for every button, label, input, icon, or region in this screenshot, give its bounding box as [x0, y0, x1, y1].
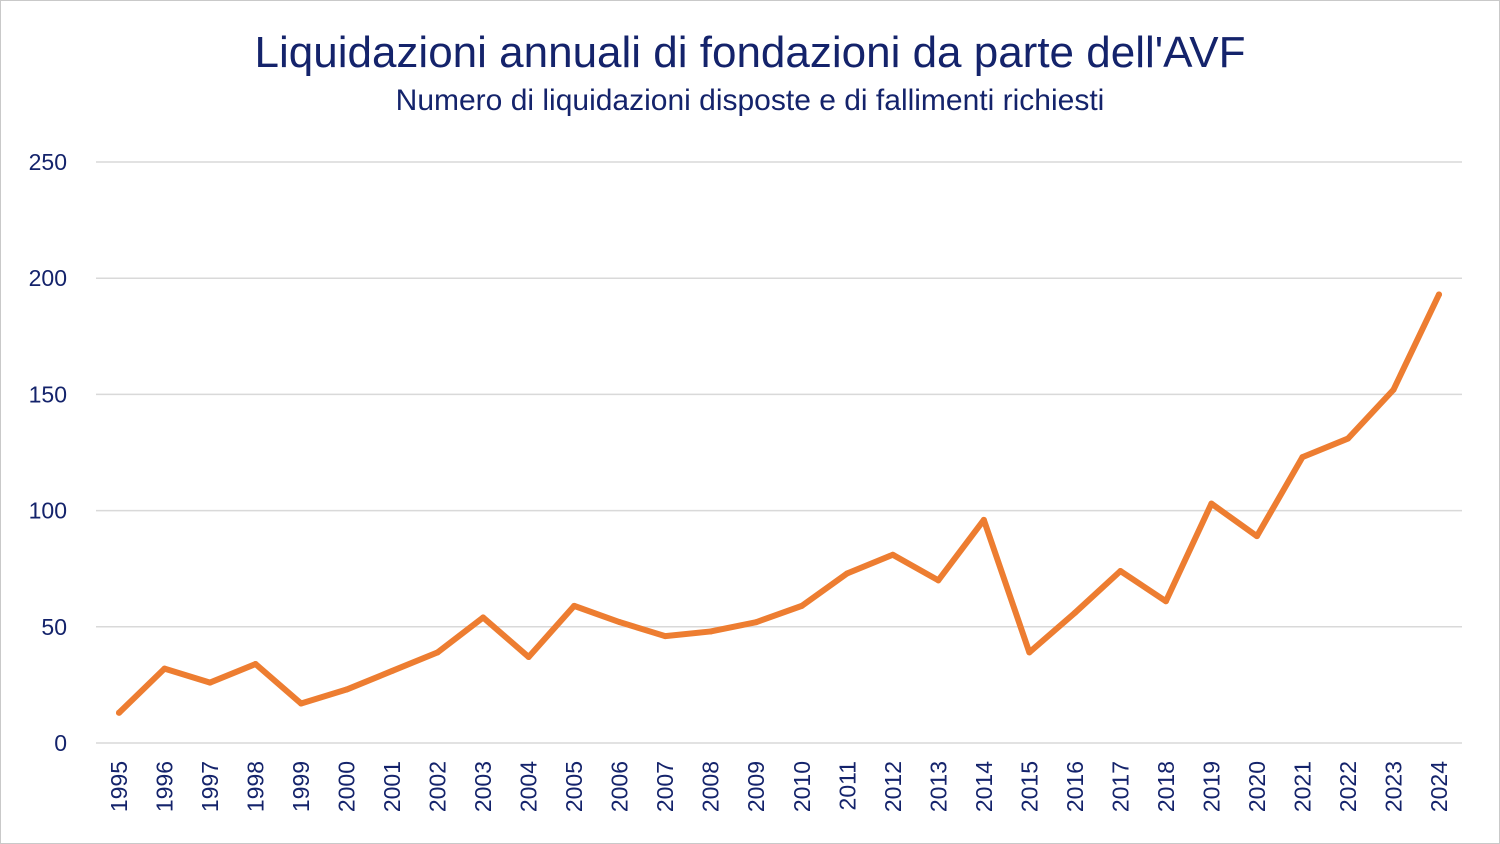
x-tick-label: 2015 [1016, 761, 1042, 812]
gridlines [96, 161, 1462, 744]
data-point-2014 [980, 516, 987, 523]
x-tick-label: 2010 [789, 761, 815, 812]
series-line-0 [116, 291, 1442, 716]
x-tick-label: 1996 [152, 761, 178, 812]
x-tick-label: 2014 [971, 761, 997, 812]
data-point-2010 [798, 602, 805, 609]
x-tick-label: 2004 [516, 761, 542, 812]
data-point-2017 [1117, 568, 1124, 575]
data-point-2012 [889, 551, 896, 558]
x-axis-ticks: 1995 1996 1997 1998 1999 2000 2001 2002 2003 2004… [106, 761, 1452, 812]
x-tick-label: 2011 [834, 761, 860, 810]
x-tick-label: 2017 [1107, 761, 1133, 812]
data-point-1996 [161, 665, 168, 672]
x-tick-label: 2000 [334, 761, 360, 812]
data-point-1995 [116, 709, 122, 716]
chart-title: Liquidazioni annuali di fondazioni da pa… [254, 28, 1246, 77]
data-point-2024 [1436, 291, 1442, 298]
data-point-1999 [298, 700, 305, 707]
data-point-2003 [480, 614, 487, 621]
data-point-2011 [844, 570, 851, 577]
x-tick-label: 2001 [379, 761, 405, 812]
x-tick-label: 2016 [1062, 761, 1088, 812]
data-point-1998 [252, 660, 259, 667]
x-tick-label: 1997 [197, 761, 223, 812]
data-point-2021 [1299, 454, 1306, 461]
x-tick-label: 2002 [425, 761, 451, 812]
x-tick-label: 2003 [470, 761, 496, 812]
data-point-2020 [1253, 533, 1260, 540]
x-tick-label: 2009 [743, 761, 769, 812]
data-point-2007 [662, 633, 669, 640]
series-group [116, 291, 1442, 716]
x-tick-label: 2012 [880, 761, 906, 812]
x-tick-label: 2024 [1426, 761, 1452, 812]
x-tick-label: 2007 [652, 761, 678, 812]
x-tick-label: 1998 [243, 761, 269, 812]
data-point-2009 [753, 619, 760, 626]
x-tick-label: 1999 [288, 761, 314, 812]
x-tick-label: 2022 [1335, 761, 1361, 812]
y-tick-label: 0 [54, 730, 67, 756]
data-point-2019 [1208, 500, 1215, 507]
data-point-2016 [1071, 609, 1078, 616]
x-tick-label: 2020 [1244, 761, 1270, 812]
x-tick-label: 2008 [698, 761, 724, 812]
data-point-2018 [1162, 598, 1169, 605]
data-point-2004 [525, 654, 532, 661]
y-axis-ticks: 0 50 100 150 200 250 [29, 149, 67, 756]
y-tick-label: 200 [29, 265, 67, 291]
data-point-2006 [616, 619, 623, 626]
x-tick-label: 2018 [1153, 761, 1179, 812]
y-tick-label: 100 [29, 498, 67, 524]
data-point-2023 [1390, 386, 1397, 393]
data-point-2015 [1026, 649, 1033, 656]
data-point-1997 [207, 679, 214, 686]
x-tick-label: 2005 [561, 761, 587, 812]
x-tick-label: 2023 [1380, 761, 1406, 812]
x-tick-label: 2006 [607, 761, 633, 812]
x-tick-label: 2021 [1289, 761, 1315, 812]
data-point-2013 [935, 577, 942, 584]
data-point-2008 [707, 628, 714, 635]
x-tick-label: 2019 [1198, 761, 1224, 812]
y-tick-label: 250 [29, 149, 67, 175]
data-point-2022 [1344, 435, 1351, 442]
x-tick-label: 2013 [925, 761, 951, 812]
data-point-2001 [389, 667, 396, 674]
data-point-2000 [343, 686, 350, 693]
x-tick-label: 1995 [106, 761, 132, 812]
y-tick-label: 50 [41, 614, 67, 640]
chart-subtitle: Numero di liquidazioni disposte e di fal… [395, 84, 1105, 117]
data-point-2005 [571, 602, 578, 609]
y-tick-label: 150 [29, 381, 67, 407]
data-point-2002 [434, 649, 441, 656]
